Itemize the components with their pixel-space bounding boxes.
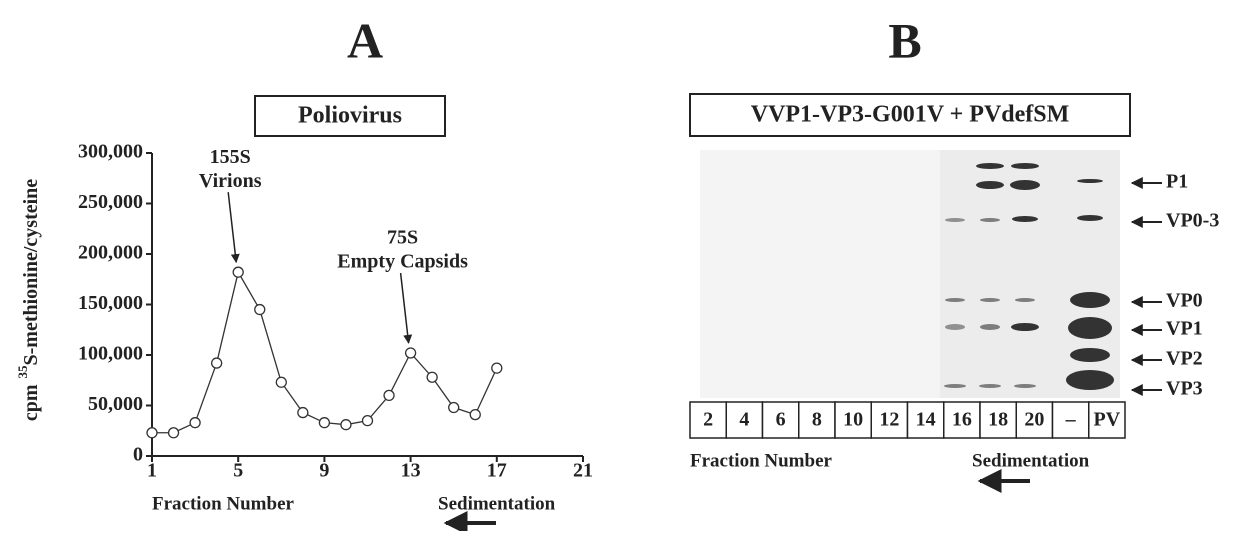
annotation: 75S xyxy=(387,227,418,249)
x-tick-label: 13 xyxy=(401,460,421,482)
band-label: P1 xyxy=(1166,171,1188,193)
x-tick-label: 17 xyxy=(487,460,507,482)
data-point xyxy=(147,428,157,438)
subtitle: VVP1-VP3-G001V + PVdefSM xyxy=(751,102,1070,128)
lane-label: 8 xyxy=(812,409,822,431)
subtitle: Poliovirus xyxy=(298,103,402,129)
panel-title: B xyxy=(888,12,921,68)
x-axis-label: Fraction Number xyxy=(690,450,833,471)
lane-label: 12 xyxy=(879,409,899,431)
data-point xyxy=(341,420,351,430)
lane-label: PV xyxy=(1094,409,1121,431)
lane-label: 4 xyxy=(739,409,749,431)
band-label: VP2 xyxy=(1166,348,1203,370)
panel-title: A xyxy=(347,12,383,68)
data-point xyxy=(449,403,459,413)
lane-label: – xyxy=(1065,409,1077,431)
figure: A Poliovirus cpm35S-methionine/cysteine … xyxy=(0,0,1235,531)
x-tick-label: 21 xyxy=(573,460,593,482)
y-label-prefix: cpm xyxy=(20,384,42,421)
data-point xyxy=(190,418,200,428)
data-point xyxy=(384,390,394,400)
band-label: VP1 xyxy=(1166,318,1203,340)
y-label-main: S-methionine/cysteine xyxy=(20,179,42,366)
annotation-arrow xyxy=(228,192,236,262)
annotation: Virions xyxy=(199,170,262,192)
band-label: VP0-3 xyxy=(1166,210,1219,232)
data-point xyxy=(492,363,502,373)
data-line xyxy=(152,272,497,433)
lane-label: 10 xyxy=(843,409,863,431)
lane-label: 16 xyxy=(952,409,972,431)
y-tick-label: 50,000 xyxy=(88,393,143,415)
data-point xyxy=(276,377,286,387)
y-tick-label: 300,000 xyxy=(78,141,143,163)
lane-labels: 2 4 6 8 10 12 14 16 18 20–PV xyxy=(690,402,1125,438)
band-label: VP3 xyxy=(1166,378,1203,400)
data-point xyxy=(233,267,243,277)
data-point xyxy=(319,418,329,428)
lane-label: 18 xyxy=(988,409,1008,431)
x-tick-label: 1 xyxy=(147,460,157,482)
data-point xyxy=(298,408,308,418)
data-point xyxy=(427,372,437,382)
y-tick-label: 200,000 xyxy=(78,242,143,264)
annotation: 155S xyxy=(210,146,251,168)
data-point xyxy=(406,348,416,358)
x-tick-label: 5 xyxy=(233,460,243,482)
x-tick-label: 9 xyxy=(319,460,329,482)
y-tick-label: 100,000 xyxy=(78,343,143,365)
x-direction-label: Sedimentation xyxy=(972,450,1090,471)
lane-label: 2 xyxy=(703,409,713,431)
lane-label: 14 xyxy=(916,409,936,431)
data-point xyxy=(470,410,480,420)
data-point xyxy=(169,428,179,438)
y-axis-label: cpm 35S-methionine/cysteine xyxy=(15,179,42,421)
lane-label: 6 xyxy=(776,409,786,431)
band-labels: P1 VP0-3 VP0 VP1 VP2 VP3 xyxy=(1132,171,1219,400)
annotation-arrow xyxy=(401,273,409,343)
x-direction-label: Sedimentation xyxy=(438,493,556,514)
y-tick-label: 250,000 xyxy=(78,191,143,213)
lane-label: 20 xyxy=(1024,409,1044,431)
band-label: VP0 xyxy=(1166,290,1203,312)
data-point xyxy=(255,305,265,315)
y-tick-label: 150,000 xyxy=(78,292,143,314)
y-tick-label: 0 xyxy=(133,444,143,466)
annotation: Empty Capsids xyxy=(337,251,468,273)
x-axis-label: Fraction Number xyxy=(152,493,295,514)
data-point xyxy=(363,416,373,426)
data-point xyxy=(212,358,222,368)
y-label-sup: 35 xyxy=(15,365,30,379)
